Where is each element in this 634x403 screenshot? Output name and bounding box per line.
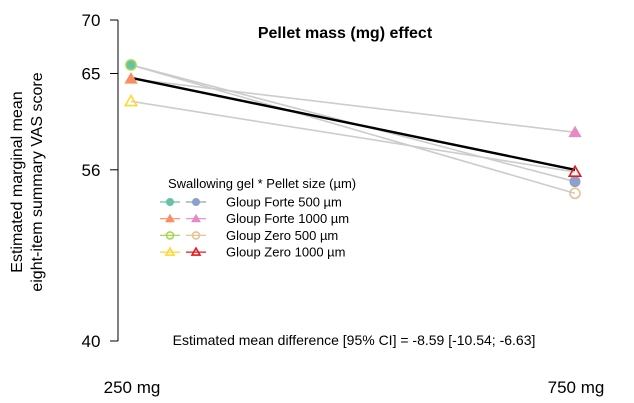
series-marker-start bbox=[125, 59, 137, 71]
mean-line bbox=[130, 76, 576, 171]
series-marker-end bbox=[568, 125, 582, 138]
y-tick-label: 56 bbox=[82, 161, 101, 180]
y-tick-label: 65 bbox=[82, 65, 101, 84]
series-line bbox=[130, 100, 576, 173]
y-axis-title-line-2: eight-item summary VAS score bbox=[29, 72, 46, 291]
series-marker-end bbox=[567, 164, 583, 178]
legend-key-marker bbox=[164, 246, 176, 256]
legend-title: Swallowing gel * Pellet size (µm) bbox=[168, 176, 356, 191]
series-marker-end bbox=[569, 187, 581, 200]
legend-key-marker bbox=[165, 231, 175, 240]
legend-key-marker bbox=[192, 198, 200, 206]
y-tick-label: 70 bbox=[82, 11, 101, 30]
series-line bbox=[130, 64, 576, 195]
legend-label: Gloup Zero 500 µm bbox=[226, 228, 338, 243]
x-tick-label: 250 mg bbox=[104, 378, 161, 397]
series-line bbox=[130, 78, 576, 134]
mean-difference-annotation: Estimated mean difference [95% CI] = -8.… bbox=[173, 332, 536, 348]
mean-line-segment bbox=[130, 76, 576, 171]
series-marker-end bbox=[569, 176, 581, 188]
series-markers bbox=[123, 59, 583, 200]
legend-key-marker bbox=[191, 231, 201, 240]
legend-key-marker bbox=[166, 198, 174, 206]
legend-label: Gloup Zero 1000 µm bbox=[226, 245, 346, 260]
legend-label: Gloup Forte 1000 µm bbox=[226, 211, 349, 226]
y-ticks: 40 56 65 70 bbox=[82, 11, 118, 351]
legend-label: Gloup Forte 500 µm bbox=[226, 195, 342, 210]
legend-key-marker bbox=[190, 246, 202, 256]
series-marker-start bbox=[124, 72, 138, 84]
legend-key-marker bbox=[191, 213, 201, 223]
chart-title: Pellet mass (mg) effect bbox=[258, 25, 433, 42]
series-marker-start bbox=[123, 94, 139, 107]
series-lines bbox=[130, 64, 576, 195]
x-tick-label: 750 mg bbox=[548, 378, 605, 397]
legend: Swallowing gel * Pellet size (µm) Gloup … bbox=[160, 176, 356, 260]
legend-key-marker bbox=[165, 213, 175, 223]
x-ticks: 250 mg 750 mg bbox=[104, 378, 605, 397]
y-axis-title-line-1: Estimated marginal mean bbox=[9, 91, 26, 272]
y-tick-label: 40 bbox=[82, 332, 101, 351]
